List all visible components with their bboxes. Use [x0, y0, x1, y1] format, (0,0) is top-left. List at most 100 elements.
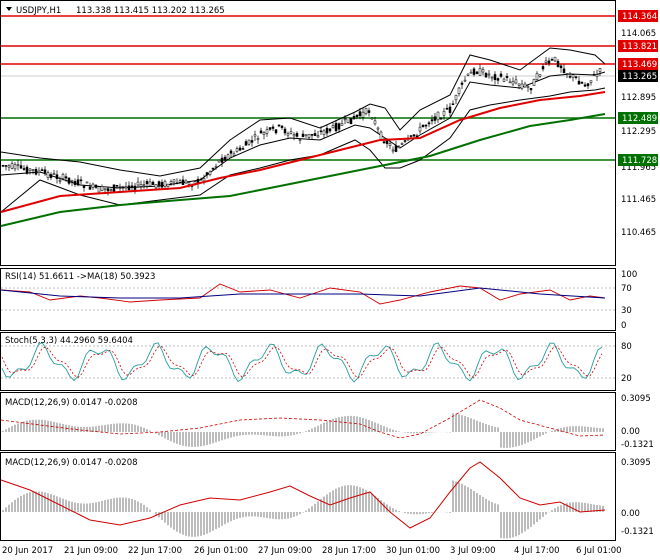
candle-body [490, 76, 494, 79]
dropdown-arrow-icon[interactable] [6, 7, 12, 11]
macd-bar [506, 432, 508, 448]
macd-bar [170, 512, 172, 528]
candle-body [451, 103, 455, 106]
macd-bar [518, 512, 520, 535]
stoch-main-line [1, 341, 603, 383]
macd-bar [101, 500, 103, 512]
macd-bar [521, 512, 523, 534]
time-tick: 26 Jun 01:00 [194, 546, 248, 556]
candle-body [241, 148, 245, 150]
candle-body [514, 79, 518, 84]
macd-bar [539, 512, 541, 520]
macd-bar [374, 495, 376, 512]
macd-bar [47, 493, 49, 512]
candle-body [511, 80, 515, 85]
macd-bar [599, 428, 601, 432]
macd-bar [98, 501, 100, 512]
macd-bar [482, 422, 484, 432]
macd-bar [449, 432, 451, 433]
macd2-tick: 0.00 [621, 509, 640, 519]
candle-body [211, 167, 215, 170]
rsi-tick: 100 [621, 270, 637, 280]
candle-body [169, 181, 173, 184]
macd-bar [353, 485, 355, 512]
candle-body [256, 138, 260, 140]
macd-bar [80, 503, 82, 512]
macd-bar [344, 485, 346, 512]
macd-bar [587, 503, 589, 512]
macd-bar [533, 432, 535, 440]
stoch-label: Stoch(5,3,3) 44.2960 59.6404 [5, 336, 133, 346]
candle-body [91, 183, 95, 188]
candle-body [580, 82, 584, 84]
time-tick: 27 Jun 09:00 [258, 546, 312, 556]
macd-bar [470, 418, 472, 432]
candle-body [541, 66, 545, 70]
macd-bar [461, 415, 463, 432]
candle-body [574, 76, 578, 79]
candle-body [103, 188, 107, 190]
macd-bar [179, 512, 181, 534]
macd-bar [398, 511, 400, 512]
macd-bar [275, 432, 277, 437]
macd-bar [38, 419, 40, 432]
macd-bar [485, 498, 487, 512]
candle-body [133, 185, 137, 190]
macd-bar [104, 424, 106, 432]
macd-bar [251, 512, 253, 517]
macd-bar [113, 423, 115, 432]
candle-body [46, 172, 50, 179]
macd-bar [563, 427, 565, 432]
macd-bar [161, 432, 163, 437]
macd-bar [332, 419, 334, 432]
macd-bar [539, 432, 541, 437]
macd-bar [134, 424, 136, 432]
macd-bar [575, 502, 577, 512]
macd-bar [344, 416, 346, 432]
macd-bar [512, 432, 514, 448]
macd-bar [239, 432, 241, 436]
candle-body [382, 141, 386, 144]
candle-body [517, 83, 521, 86]
macd-bar [530, 432, 532, 441]
candle-body [334, 122, 338, 132]
macd-bar [131, 424, 133, 432]
macd-bar [290, 512, 292, 518]
macd-bar [233, 512, 235, 520]
price-tick: 110.465 [621, 228, 656, 238]
macd-bar [173, 432, 175, 443]
macd-bar [245, 432, 247, 435]
macd-bar [8, 427, 10, 432]
macd-bar [407, 512, 409, 514]
candle-body [478, 68, 482, 76]
candle-body [259, 130, 263, 134]
candle-body [430, 119, 434, 122]
candle-body [559, 65, 563, 69]
candle-body [76, 179, 80, 186]
macd2-tick: 0.3095 [621, 458, 651, 468]
macd-pane-1: MACD(12,26,9) 0.0147 -0.0208 0.3095 0.00… [0, 394, 654, 450]
macd-bar [551, 510, 553, 512]
macd-bar [563, 504, 565, 512]
macd-bar [86, 426, 88, 432]
candle-body [25, 166, 29, 174]
candle-body [403, 140, 407, 142]
candle-body [499, 73, 503, 77]
candle-body [94, 184, 98, 188]
macd-bar [257, 432, 259, 435]
candle-body [538, 74, 542, 77]
candle-body [1, 165, 5, 167]
candle-body [115, 184, 119, 187]
macd-bar [329, 492, 331, 512]
macd-bar [182, 432, 184, 446]
macd-bar [488, 425, 490, 432]
rsi-tick: 30 [621, 306, 632, 316]
macd-bar [35, 419, 37, 432]
candle-body [307, 133, 311, 138]
candle-body [271, 126, 275, 129]
lower-band [0, 87, 606, 213]
macd-bar [149, 430, 151, 432]
candle-body [289, 131, 293, 134]
macd-bar [38, 491, 40, 512]
